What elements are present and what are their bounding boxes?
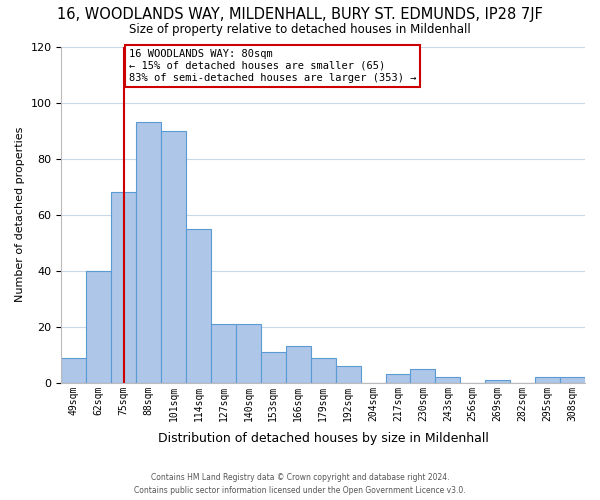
Bar [211, 324, 236, 383]
Bar [535, 378, 560, 383]
Bar [136, 122, 161, 383]
Bar [560, 378, 585, 383]
Bar [311, 358, 335, 383]
Bar [111, 192, 136, 383]
Text: Size of property relative to detached houses in Mildenhall: Size of property relative to detached ho… [129, 22, 471, 36]
Bar [86, 270, 111, 383]
Bar [485, 380, 510, 383]
Bar [286, 346, 311, 383]
Text: 16, WOODLANDS WAY, MILDENHALL, BURY ST. EDMUNDS, IP28 7JF: 16, WOODLANDS WAY, MILDENHALL, BURY ST. … [57, 8, 543, 22]
Bar [386, 374, 410, 383]
Bar [436, 378, 460, 383]
Bar [161, 130, 186, 383]
X-axis label: Distribution of detached houses by size in Mildenhall: Distribution of detached houses by size … [158, 432, 488, 445]
Bar [335, 366, 361, 383]
Text: Contains HM Land Registry data © Crown copyright and database right 2024.
Contai: Contains HM Land Registry data © Crown c… [134, 473, 466, 495]
Bar [261, 352, 286, 383]
Bar [410, 369, 436, 383]
Y-axis label: Number of detached properties: Number of detached properties [15, 127, 25, 302]
Bar [186, 228, 211, 383]
Text: 16 WOODLANDS WAY: 80sqm
← 15% of detached houses are smaller (65)
83% of semi-de: 16 WOODLANDS WAY: 80sqm ← 15% of detache… [129, 50, 416, 82]
Bar [236, 324, 261, 383]
Bar [61, 358, 86, 383]
